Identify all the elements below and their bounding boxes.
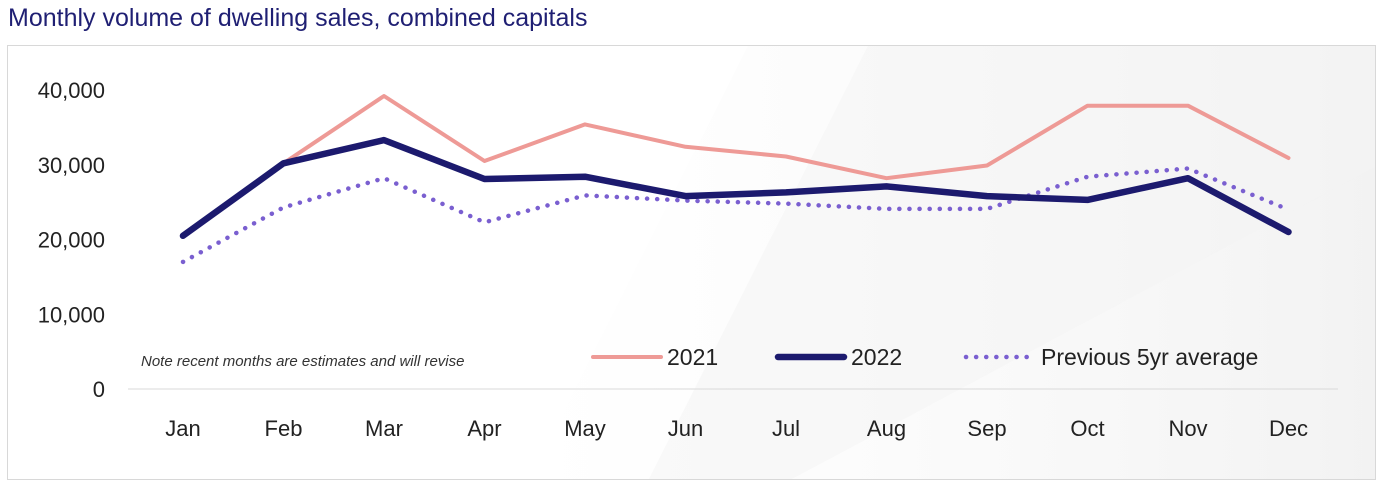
chart-frame: 0 10,000 20,000 30,000 40,000 Jan Feb Mar Apr Ma…: [7, 45, 1376, 480]
legend-label-2022: 2022: [851, 344, 902, 370]
x-tick-label: Jul: [772, 416, 800, 441]
y-tick-label: 0: [93, 377, 105, 402]
x-tick-label: May: [564, 416, 606, 441]
legend: 2021 2022 Previous 5yr average: [591, 344, 1258, 370]
chart-title: Monthly volume of dwelling sales, combin…: [8, 4, 588, 32]
background-shade-band: [649, 46, 1375, 479]
x-tick-label: Apr: [467, 416, 501, 441]
legend-label-2021: 2021: [667, 344, 718, 370]
y-tick-label: 40,000: [38, 78, 105, 103]
series-line-2021: [281, 94, 1291, 181]
series-line-2022: [179, 136, 1292, 240]
y-tick-label: 10,000: [38, 302, 105, 327]
y-tick-label: 20,000: [38, 228, 105, 253]
x-tick-label: Jun: [668, 416, 703, 441]
x-tick-label: Jan: [165, 416, 200, 441]
x-tick-label: Oct: [1070, 416, 1104, 441]
x-tick-label: Aug: [867, 416, 906, 441]
series-line-previous-5yr-average: [180, 166, 1291, 265]
x-tick-label: Sep: [967, 416, 1006, 441]
x-tick-label: Mar: [365, 416, 403, 441]
y-tick-label: 30,000: [38, 153, 105, 178]
x-tick-label: Feb: [265, 416, 303, 441]
x-tick-label: Dec: [1269, 416, 1308, 441]
line-chart: 0 10,000 20,000 30,000 40,000 Jan Feb Mar Apr Ma…: [38, 46, 1375, 479]
chart-note: Note recent months are estimates and wil…: [141, 353, 464, 370]
legend-label-5yr-average: Previous 5yr average: [1041, 344, 1258, 370]
x-tick-label: Nov: [1168, 416, 1207, 441]
